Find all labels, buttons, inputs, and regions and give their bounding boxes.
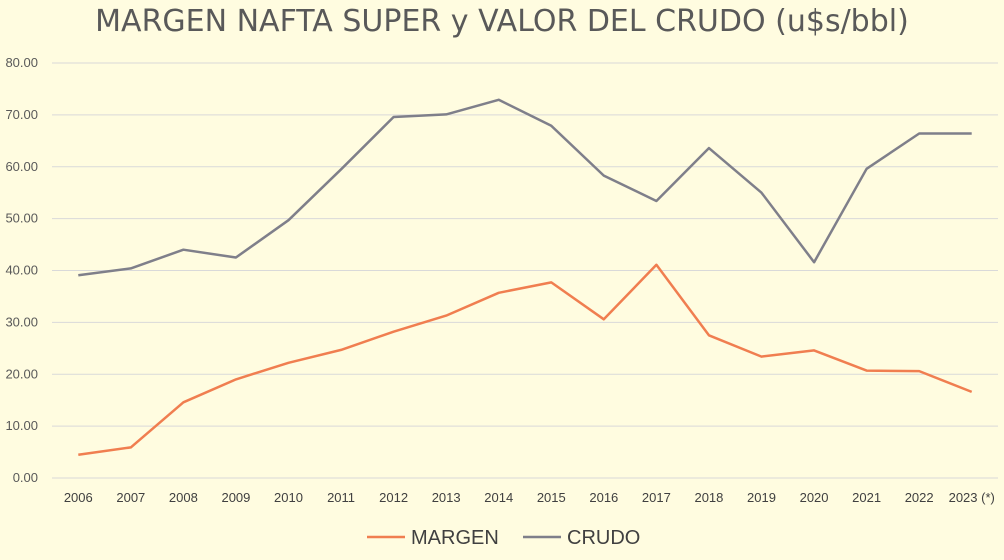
x-tick-label: 2021 [852, 490, 881, 505]
y-tick-label: 40.00 [5, 263, 38, 278]
x-tick-label: 2009 [221, 490, 250, 505]
x-tick-label: 2016 [589, 490, 618, 505]
x-tick-label: 2007 [116, 490, 145, 505]
x-tick-label: 2011 [327, 490, 355, 505]
series-line-margen [78, 263, 973, 456]
x-tick-label: 2023 (*) [949, 490, 995, 505]
x-tick-label: 2022 [905, 490, 934, 505]
x-tick-label: 2013 [432, 490, 461, 505]
x-tick-label: 2020 [800, 490, 829, 505]
legend-label-margen: MARGEN [411, 527, 499, 549]
x-tick-label: 2012 [379, 490, 408, 505]
y-tick-label: 30.00 [5, 314, 38, 329]
x-tick-label: 2019 [747, 490, 776, 505]
x-tick-label: 2017 [642, 490, 671, 505]
x-tick-label: 2015 [537, 490, 566, 505]
y-tick-label: 70.00 [5, 107, 38, 122]
y-tick-label: 0.00 [13, 470, 38, 485]
x-tick-label: 2014 [484, 490, 513, 505]
x-tick-label: 2006 [64, 490, 93, 505]
chart-title: MARGEN NAFTA SUPER y VALOR DEL CRUDO (u$… [95, 4, 909, 39]
x-tick-label: 2010 [274, 490, 303, 505]
y-tick-label: 60.00 [5, 159, 38, 174]
y-tick-label: 20.00 [5, 366, 38, 381]
legend-label-crudo: CRUDO [567, 527, 640, 549]
y-tick-label: 80.00 [5, 55, 38, 70]
y-tick-label: 50.00 [5, 211, 38, 226]
x-tick-label: 2008 [169, 490, 198, 505]
series-line-crudo [78, 98, 972, 277]
y-tick-label: 10.00 [5, 418, 38, 433]
x-tick-label: 2018 [694, 490, 723, 505]
